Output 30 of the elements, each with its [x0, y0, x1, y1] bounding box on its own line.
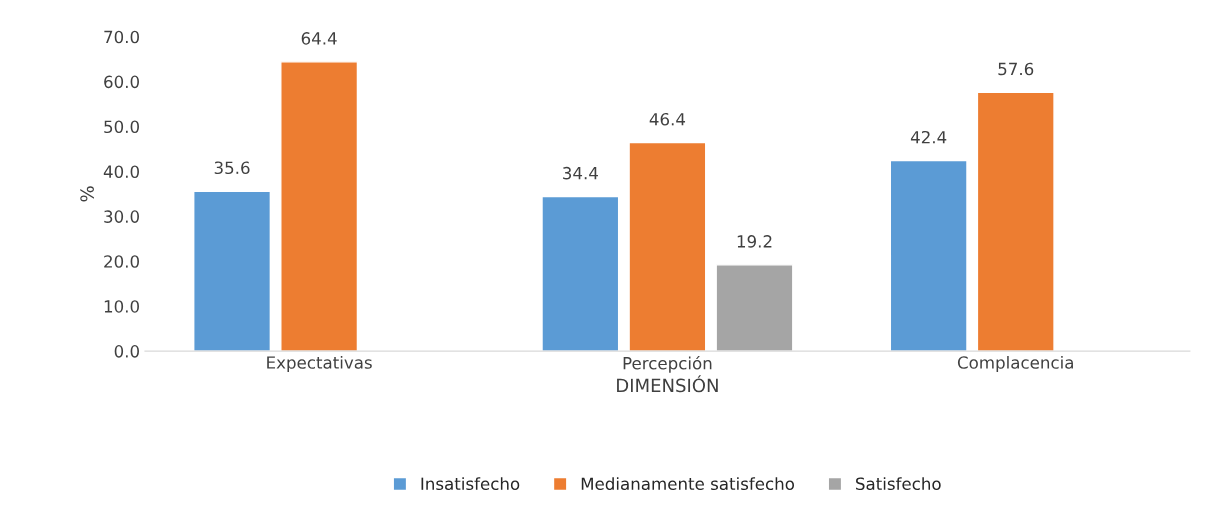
x-tick-label: Percepción	[623, 355, 712, 373]
y-tick-label: 0.0	[114, 345, 139, 358]
data-label: 34.4	[563, 166, 598, 180]
y-tick-label: 10.0	[104, 300, 139, 313]
y-axis-title: %	[80, 186, 94, 202]
data-label: 57.6	[998, 62, 1034, 76]
bar	[193, 190, 272, 352]
data-label: 42.4	[910, 130, 947, 144]
bar	[715, 264, 794, 352]
x-tick-label: Expectativas	[267, 355, 372, 373]
legend-label: Medianamente satisfecho	[581, 477, 795, 491]
legend-label: Satisfecho	[856, 477, 941, 491]
data-label: 19.2	[737, 235, 772, 248]
data-label: 46.4	[649, 112, 686, 126]
y-tick-label: 70.0	[104, 30, 139, 44]
bar	[628, 141, 707, 352]
bar	[889, 159, 968, 352]
x-axis-title: DIMENSIÓN	[617, 375, 718, 393]
bar	[976, 91, 1055, 352]
y-tick-label: 30.0	[104, 210, 139, 223]
bar	[280, 61, 359, 352]
legend-label: Insatisfecho	[421, 477, 520, 491]
y-tick-label: 20.0	[104, 255, 139, 268]
data-label: 64.4	[301, 32, 337, 45]
data-label: 35.6	[214, 161, 250, 175]
bar	[541, 195, 620, 352]
y-tick-label: 50.0	[104, 120, 139, 134]
x-tick-label: Complacencia	[957, 355, 1073, 373]
y-tick-label: 60.0	[104, 75, 139, 89]
y-tick-label: 40.0	[103, 165, 139, 178]
